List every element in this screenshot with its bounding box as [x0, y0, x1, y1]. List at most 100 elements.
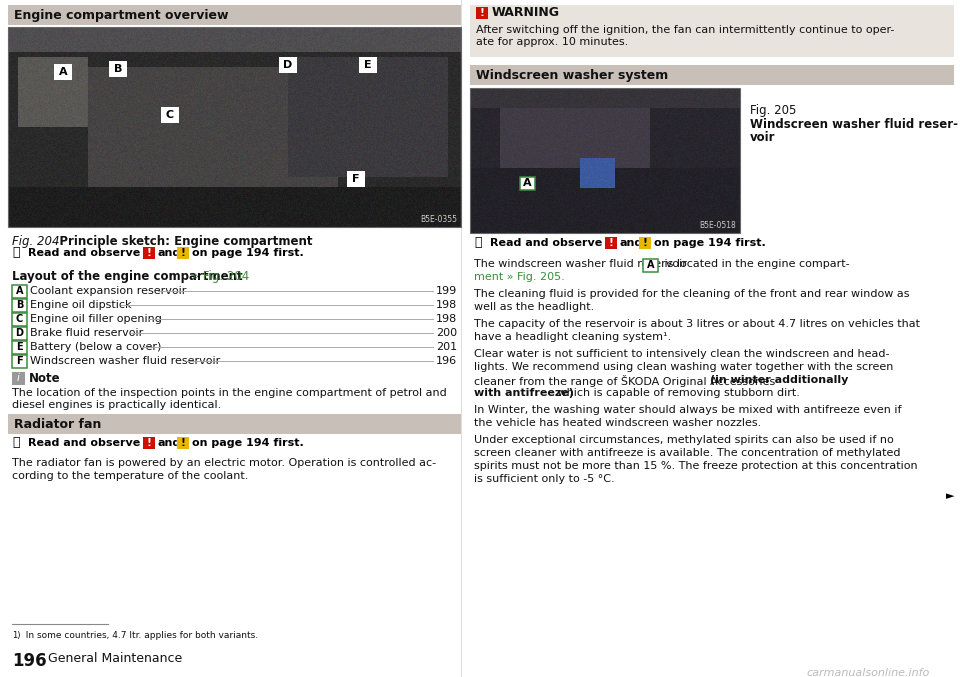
Text: A: A: [647, 260, 655, 270]
Text: !: !: [180, 438, 185, 448]
Text: Read and observe: Read and observe: [490, 238, 602, 248]
Text: on page 194 first.: on page 194 first.: [654, 238, 766, 248]
Bar: [470, 5, 954, 57]
Bar: [12, 326, 27, 339]
Text: 198: 198: [436, 314, 457, 324]
Text: and: and: [620, 238, 643, 248]
Text: Battery (below a cover): Battery (below a cover): [30, 342, 161, 352]
Text: 201: 201: [436, 342, 457, 352]
Text: Under exceptional circumstances, methylated spirits can also be used if no: Under exceptional circumstances, methyla…: [474, 435, 894, 445]
Text: and: and: [158, 248, 181, 258]
Text: Engine compartment overview: Engine compartment overview: [14, 9, 228, 22]
Text: screen cleaner with antifreeze is available. The concentration of methylated: screen cleaner with antifreeze is availa…: [474, 448, 900, 458]
Text: which is capable of removing stubborn dirt.: which is capable of removing stubborn di…: [554, 388, 800, 398]
Bar: [520, 177, 535, 190]
Text: C: C: [166, 110, 174, 120]
Bar: [347, 171, 365, 187]
Text: Note: Note: [29, 372, 60, 385]
Text: Windscreen washer fluid reser-: Windscreen washer fluid reser-: [750, 118, 958, 131]
Text: !: !: [180, 248, 185, 258]
Text: Clear water is not sufficient to intensively clean the windscreen and head-: Clear water is not sufficient to intensi…: [474, 349, 890, 359]
Text: lights. We recommend using clean washing water together with the screen: lights. We recommend using clean washing…: [474, 362, 894, 372]
Text: ate for approx. 10 minutes.: ate for approx. 10 minutes.: [476, 37, 628, 47]
Text: 1): 1): [12, 631, 20, 640]
Text: The radiator fan is powered by an electric motor. Operation is controlled ac-: The radiator fan is powered by an electr…: [12, 458, 436, 468]
Text: Engine oil filler opening: Engine oil filler opening: [30, 314, 162, 324]
Text: Windscreen washer fluid reservoir: Windscreen washer fluid reservoir: [30, 356, 220, 366]
Text: The cleaning fluid is provided for the cleaning of the front and rear window as: The cleaning fluid is provided for the c…: [474, 289, 909, 299]
Text: A: A: [15, 286, 23, 296]
Text: F: F: [16, 356, 23, 366]
Text: In Winter, the washing water should always be mixed with antifreeze even if: In Winter, the washing water should alwa…: [474, 405, 901, 415]
Text: is sufficient only to -5 °C.: is sufficient only to -5 °C.: [474, 474, 614, 484]
Text: spirits must not be more than 15 %. The freeze protection at this concentration: spirits must not be more than 15 %. The …: [474, 461, 918, 471]
Bar: [470, 65, 954, 85]
Bar: [143, 247, 155, 259]
Text: carmanualsonline.info: carmanualsonline.info: [806, 668, 930, 677]
Bar: [12, 372, 25, 385]
Text: E: E: [364, 60, 372, 70]
Text: E: E: [16, 342, 23, 352]
Text: 200: 200: [436, 328, 457, 338]
Text: Fig. 204: Fig. 204: [12, 235, 60, 248]
Text: Fig. 205: Fig. 205: [750, 104, 797, 117]
Text: D: D: [15, 328, 23, 338]
Bar: [12, 313, 27, 326]
Bar: [470, 88, 740, 233]
Text: D: D: [283, 60, 293, 70]
Bar: [54, 64, 72, 80]
Text: Coolant expansion reservoir: Coolant expansion reservoir: [30, 286, 186, 296]
Text: The location of the inspection points in the engine compartment of petrol and: The location of the inspection points in…: [12, 388, 446, 398]
Text: on page 194 first.: on page 194 first.: [192, 438, 303, 448]
Bar: [12, 299, 27, 311]
Text: C: C: [16, 314, 23, 324]
Text: General Maintenance: General Maintenance: [36, 652, 182, 665]
Bar: [143, 437, 155, 449]
Text: A: A: [523, 178, 532, 188]
Bar: [8, 414, 461, 434]
Text: The capacity of the reservoir is about 3 litres or about 4.7 litres on vehicles : The capacity of the reservoir is about 3…: [474, 319, 920, 329]
Text: !: !: [480, 8, 485, 18]
Text: (in winter additionally: (in winter additionally: [710, 375, 849, 385]
Text: WARNING: WARNING: [492, 7, 560, 20]
Text: In some countries, 4.7 ltr. applies for both variants.: In some countries, 4.7 ltr. applies for …: [20, 631, 258, 640]
Text: diesel engines is practically identical.: diesel engines is practically identical.: [12, 400, 221, 410]
Text: Engine oil dipstick: Engine oil dipstick: [30, 300, 132, 310]
Bar: [12, 341, 27, 353]
Text: and: and: [158, 438, 181, 448]
Text: i: i: [17, 373, 20, 383]
Text: !: !: [642, 238, 647, 248]
Text: on page 194 first.: on page 194 first.: [192, 248, 303, 258]
Text: have a headlight cleaning system¹.: have a headlight cleaning system¹.: [474, 332, 671, 342]
Text: B: B: [15, 300, 23, 310]
Text: ment » Fig. 205.: ment » Fig. 205.: [474, 272, 564, 282]
Bar: [161, 107, 179, 123]
Bar: [639, 237, 651, 249]
Text: B5E-0518: B5E-0518: [699, 221, 736, 230]
Text: Brake fluid reservoir: Brake fluid reservoir: [30, 328, 143, 338]
Text: cleaner from the range of ŠKODA Original Accessories: cleaner from the range of ŠKODA Original…: [474, 375, 779, 387]
Text: 196: 196: [436, 356, 457, 366]
Bar: [177, 247, 189, 259]
Bar: [643, 259, 659, 271]
Text: Layout of the engine compartment: Layout of the engine compartment: [12, 270, 243, 283]
Bar: [279, 57, 297, 73]
Bar: [8, 5, 461, 25]
Text: is located in the engine compart-: is located in the engine compart-: [661, 259, 851, 269]
Text: The windscreen washer fluid reservoir: The windscreen washer fluid reservoir: [474, 259, 690, 269]
Text: ⧉: ⧉: [474, 236, 482, 250]
Text: !: !: [147, 438, 152, 448]
Text: ⧉: ⧉: [12, 437, 19, 450]
Bar: [359, 57, 377, 73]
Bar: [12, 355, 27, 368]
Text: cording to the temperature of the coolant.: cording to the temperature of the coolan…: [12, 471, 249, 481]
Text: Principle sketch: Engine compartment: Principle sketch: Engine compartment: [47, 235, 313, 248]
Bar: [177, 437, 189, 449]
Text: ⧉: ⧉: [12, 246, 19, 259]
Text: » Fig. 204: » Fig. 204: [188, 270, 250, 283]
Text: !: !: [147, 248, 152, 258]
Text: well as the headlight.: well as the headlight.: [474, 302, 594, 312]
Text: After switching off the ignition, the fan can intermittently continue to oper-: After switching off the ignition, the fa…: [476, 25, 895, 35]
Text: the vehicle has heated windscreen washer nozzles.: the vehicle has heated windscreen washer…: [474, 418, 761, 428]
Text: F: F: [352, 174, 360, 184]
